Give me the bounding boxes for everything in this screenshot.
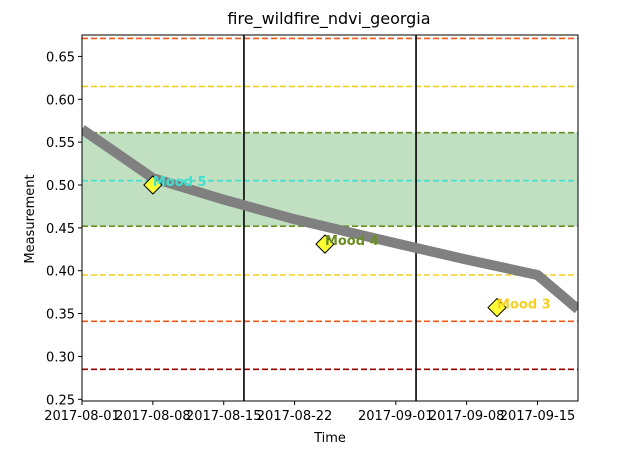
mood-label-0: Mood 5 [153,175,207,190]
chart-title: fire_wildfire_ndvi_georgia [227,9,430,29]
mood-label-2: Mood 3 [497,298,551,313]
x-tick-label-0: 2017-08-01 [44,409,120,424]
x-tick-label-4: 2017-09-01 [358,409,434,424]
mood-marker-1 [315,234,335,254]
mood-marker-2 [487,297,507,318]
x-tick-label-6: 2017-09-15 [500,409,576,424]
series-line-0 [82,125,578,314]
x-tick-label-1: 2017-08-08 [115,409,191,424]
y-tick-label-1: 0.30 [46,350,75,365]
plot-area: Mood 5 Mood 4 Mood 3 0.25 0.30 0.35 0.40 0.45 0.… [44,34,579,424]
mood-marker-0 [143,175,163,195]
y-axis-label: Measurement [23,174,38,263]
x-axis-label: Time [313,431,346,446]
x-tick-label-5: 2017-09-08 [429,409,505,424]
y-tick-label-2: 0.35 [46,308,75,323]
mood-label-1: Mood 4 [325,234,379,249]
y-tick-label-0: 0.25 [46,393,75,408]
y-tick-label-6: 0.55 [46,136,75,151]
y-tick-label-4: 0.45 [46,222,75,237]
plot-frame [81,34,579,402]
y-tick-label-8: 0.65 [46,50,75,65]
x-tick-label-3: 2017-08-22 [257,409,333,424]
y-tick-label-5: 0.50 [46,179,75,194]
y-tick-label-3: 0.40 [46,265,75,280]
y-tick-label-7: 0.60 [46,93,75,108]
x-tick-label-2: 2017-08-15 [186,409,262,424]
